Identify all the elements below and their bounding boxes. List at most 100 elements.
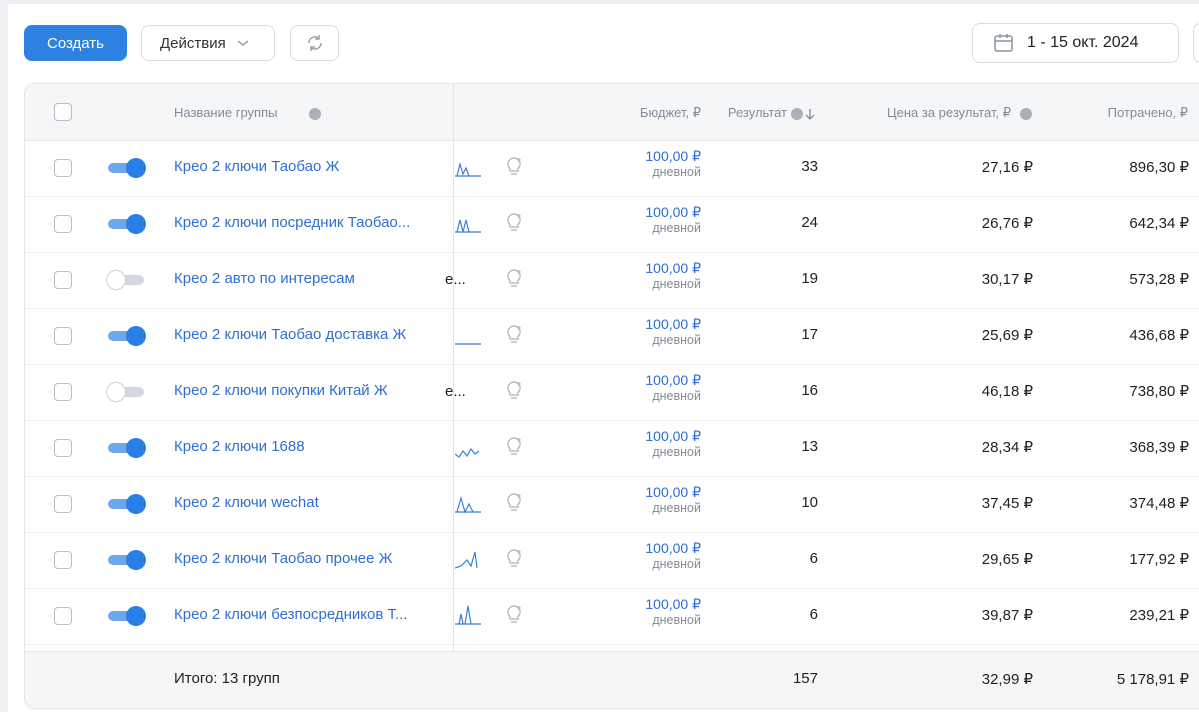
budget-type: дневной <box>652 389 701 403</box>
idea-icon[interactable] <box>504 212 524 234</box>
header-result: Результат <box>727 105 787 120</box>
table-row: Крео 2 ключи Таобао Ж 100,00 ₽ дневной 33 27… <box>25 140 1199 197</box>
budget-value[interactable]: 100,00 ₽ <box>645 428 701 444</box>
status-toggle[interactable] <box>106 158 146 178</box>
toggle-knob <box>126 494 146 514</box>
sparkline <box>455 605 481 625</box>
budget-type: дневной <box>652 221 701 235</box>
total-price: 32,99 ₽ <box>981 671 1033 688</box>
status-toggle[interactable] <box>106 270 146 290</box>
row-checkbox[interactable] <box>54 271 72 289</box>
row-checkbox[interactable] <box>54 495 72 513</box>
row-checkbox[interactable] <box>54 551 72 569</box>
idea-icon[interactable] <box>504 156 524 178</box>
table-row: Крео 2 ключи посредник Таобао... 100,00 ₽… <box>25 196 1199 253</box>
result-value: 16 <box>801 382 818 399</box>
sparkline <box>455 495 481 514</box>
status-toggle[interactable] <box>106 326 146 346</box>
idea-icon[interactable] <box>504 492 524 514</box>
price-value: 27,16 ₽ <box>981 159 1033 176</box>
budget-value[interactable]: 100,00 ₽ <box>645 316 701 332</box>
budget-value[interactable]: 100,00 ₽ <box>645 372 701 388</box>
price-value: 30,17 ₽ <box>981 271 1033 288</box>
top-strip <box>8 0 1199 4</box>
row-checkbox[interactable] <box>54 215 72 233</box>
header-price: Цена за результат, ₽ <box>887 105 1011 120</box>
idea-icon[interactable] <box>504 436 524 458</box>
budget-value[interactable]: 100,00 ₽ <box>645 260 701 276</box>
sparkline <box>455 161 481 177</box>
result-value: 13 <box>801 438 818 455</box>
date-button[interactable]: 1 - 15 окт. 2024 <box>972 23 1179 63</box>
toggle-knob <box>126 214 146 234</box>
table-row: Крео 2 ключи Таобао доставка Ж 100,00 ₽ дн… <box>25 308 1199 365</box>
idea-icon[interactable] <box>504 380 524 402</box>
extra-button[interactable] <box>1193 23 1199 63</box>
sparkline <box>455 219 481 233</box>
group-name[interactable]: Крео 2 ключи Таобао прочее Ж <box>174 550 393 567</box>
actions-label: Действия <box>160 34 226 52</box>
idea-icon[interactable] <box>504 324 524 346</box>
status-toggle[interactable] <box>106 214 146 234</box>
status-toggle[interactable] <box>106 606 146 626</box>
idea-icon[interactable] <box>504 268 524 290</box>
group-name[interactable]: Крео 2 авто по интересам <box>174 270 355 287</box>
spent-value: 896,30 ₽ <box>1129 159 1189 176</box>
row-checkbox[interactable] <box>54 439 72 457</box>
group-name[interactable]: Крео 2 ключи 1688 <box>174 438 305 455</box>
header-spent: Потрачено, ₽ <box>1107 105 1188 120</box>
budget-value[interactable]: 100,00 ₽ <box>645 484 701 500</box>
toggle-knob <box>106 270 126 290</box>
status-toggle[interactable] <box>106 550 146 570</box>
budget-type: дневной <box>652 445 701 459</box>
row-checkbox[interactable] <box>54 383 72 401</box>
table-header: Название группы Бюджет, ₽ Результат Цена… <box>25 84 1199 141</box>
group-name[interactable]: Крео 2 ключи wechat <box>174 494 319 511</box>
row-checkbox[interactable] <box>54 327 72 345</box>
sort-icons <box>791 108 815 120</box>
calendar-icon <box>994 34 1013 52</box>
group-name[interactable]: Крео 2 ключи безпосредников Т... <box>174 606 408 623</box>
toggle-knob <box>126 326 146 346</box>
price-value: 26,76 ₽ <box>981 215 1033 232</box>
row-checkbox[interactable] <box>54 159 72 177</box>
idea-icon[interactable] <box>504 548 524 570</box>
idea-icon[interactable] <box>504 604 524 626</box>
budget-type: дневной <box>652 165 701 179</box>
result-value: 19 <box>801 270 818 287</box>
row-checkbox[interactable] <box>54 607 72 625</box>
spent-value: 436,68 ₽ <box>1129 327 1189 344</box>
create-button[interactable]: Создать <box>24 25 127 61</box>
spent-value: 738,80 ₽ <box>1129 383 1189 400</box>
group-name[interactable]: Крео 2 ключи Таобао Ж <box>174 158 340 175</box>
status-toggle[interactable] <box>106 382 146 402</box>
actions-button[interactable]: Действия <box>141 25 275 61</box>
status-toggle[interactable] <box>106 494 146 514</box>
toggle-knob <box>126 158 146 178</box>
truncated-text: е... <box>445 383 466 400</box>
budget-value[interactable]: 100,00 ₽ <box>645 204 701 220</box>
price-value: 25,69 ₽ <box>981 327 1033 344</box>
total-label: Итого: 13 групп <box>174 670 280 687</box>
budget-type: дневной <box>652 557 701 571</box>
toggle-track <box>108 275 144 285</box>
table: Название группы Бюджет, ₽ Результат Цена… <box>24 83 1199 709</box>
date-label: 1 - 15 окт. 2024 <box>1027 34 1139 51</box>
budget-value[interactable]: 100,00 ₽ <box>645 540 701 556</box>
budget-type: дневной <box>652 333 701 347</box>
group-name[interactable]: Крео 2 ключи Таобао доставка Ж <box>174 326 407 343</box>
refresh-button[interactable] <box>290 25 339 61</box>
group-name[interactable]: Крео 2 ключи посредник Таобао... <box>174 214 411 231</box>
spent-value: 368,39 ₽ <box>1129 439 1189 456</box>
spent-value: 374,48 ₽ <box>1129 495 1189 512</box>
budget-type: дневной <box>652 277 701 291</box>
status-toggle[interactable] <box>106 438 146 458</box>
spent-value: 239,21 ₽ <box>1129 607 1189 624</box>
frozen-divider <box>453 84 454 708</box>
budget-value[interactable]: 100,00 ₽ <box>645 596 701 612</box>
select-all-checkbox[interactable] <box>54 103 72 121</box>
group-name[interactable]: Крео 2 ключи покупки Китай Ж <box>174 382 388 399</box>
help-icon <box>1020 108 1032 120</box>
budget-value[interactable]: 100,00 ₽ <box>645 148 701 164</box>
